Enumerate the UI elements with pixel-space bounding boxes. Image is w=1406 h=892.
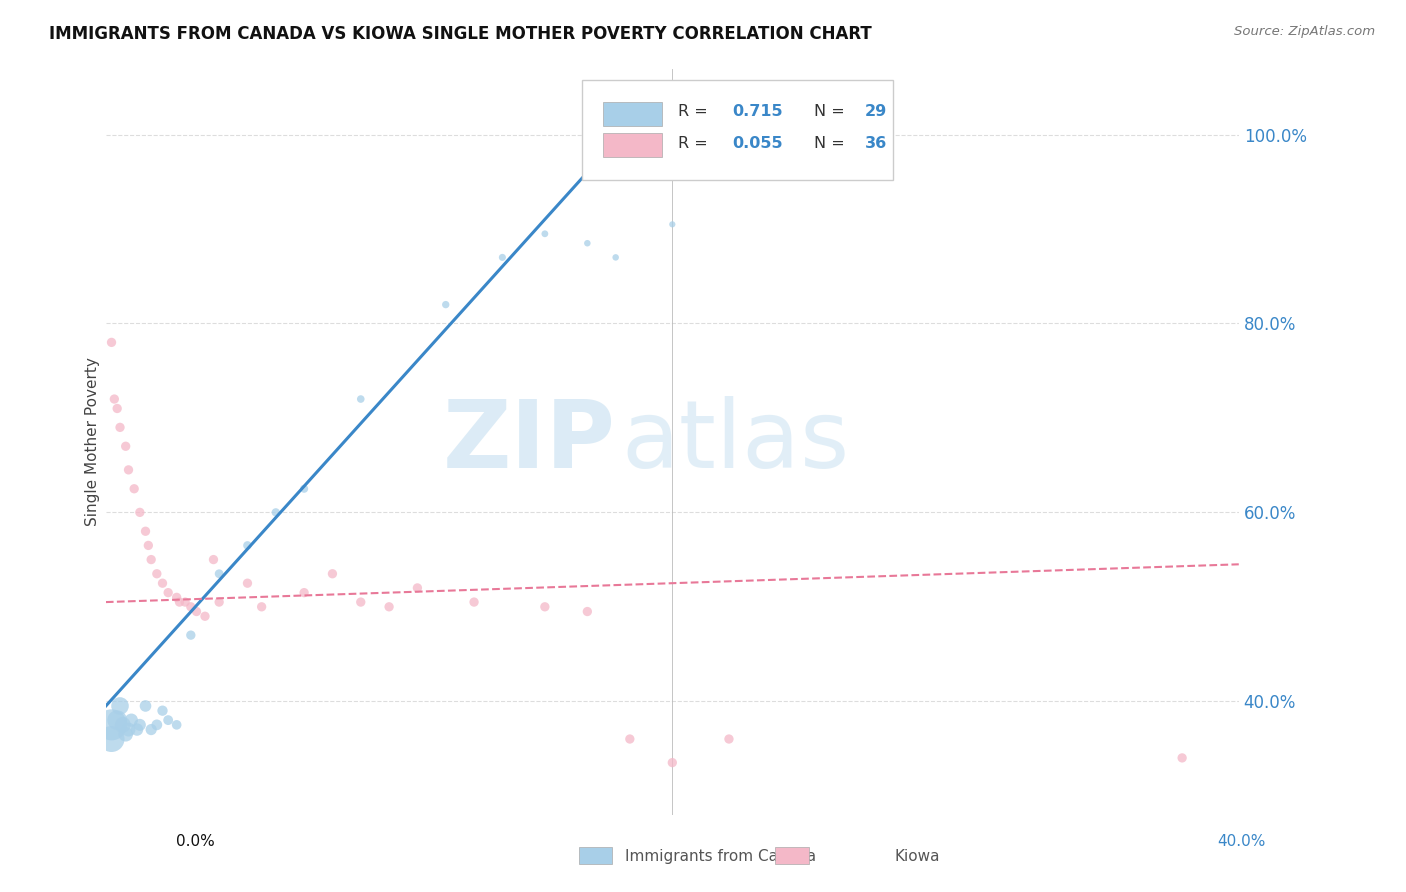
Text: 36: 36	[865, 136, 887, 151]
Point	[157, 713, 180, 727]
Point	[619, 731, 641, 746]
Point	[292, 482, 315, 496]
Point	[321, 566, 343, 581]
Point	[576, 605, 599, 619]
Point	[1171, 751, 1194, 765]
Point	[202, 552, 225, 566]
Point	[100, 731, 122, 746]
Text: Immigrants from Canada: Immigrants from Canada	[626, 849, 815, 864]
Point	[114, 727, 136, 741]
Text: ZIP: ZIP	[443, 395, 616, 488]
Point	[117, 463, 139, 477]
Point	[157, 585, 180, 599]
Point	[166, 591, 188, 605]
Point	[152, 704, 174, 718]
Text: 0.0%: 0.0%	[176, 834, 215, 849]
Point	[534, 599, 557, 614]
Point	[169, 595, 191, 609]
Text: 0.715: 0.715	[733, 104, 783, 120]
Point	[264, 505, 287, 519]
Point	[406, 581, 429, 595]
Point	[128, 718, 150, 732]
Point	[125, 723, 148, 737]
Point	[108, 420, 131, 434]
Text: Kiowa: Kiowa	[894, 849, 941, 864]
Point	[463, 595, 485, 609]
Point	[141, 723, 163, 737]
Point	[120, 713, 142, 727]
Point	[114, 439, 136, 453]
Point	[105, 401, 128, 416]
Text: 29: 29	[865, 104, 887, 120]
Text: 40.0%: 40.0%	[1218, 834, 1265, 849]
Y-axis label: Single Mother Poverty: Single Mother Poverty	[86, 357, 100, 526]
Point	[576, 236, 599, 251]
Point	[146, 718, 169, 732]
Text: N =: N =	[814, 104, 849, 120]
Point	[152, 576, 174, 591]
Point	[434, 297, 457, 311]
Point	[166, 718, 188, 732]
Point	[180, 599, 202, 614]
Point	[103, 392, 125, 406]
Point	[100, 335, 122, 350]
Point	[491, 251, 513, 265]
Point	[138, 538, 160, 552]
Text: IMMIGRANTS FROM CANADA VS KIOWA SINGLE MOTHER POVERTY CORRELATION CHART: IMMIGRANTS FROM CANADA VS KIOWA SINGLE M…	[49, 25, 872, 43]
Point	[117, 723, 139, 737]
FancyBboxPatch shape	[582, 79, 893, 180]
Point	[134, 698, 156, 713]
Point	[141, 552, 163, 566]
Text: R =: R =	[678, 104, 713, 120]
Point	[186, 605, 208, 619]
Text: R =: R =	[678, 136, 713, 151]
Point	[122, 482, 145, 496]
Text: 0.055: 0.055	[733, 136, 783, 151]
Point	[661, 218, 683, 232]
Point	[111, 718, 134, 732]
Point	[236, 576, 259, 591]
Point	[350, 392, 373, 406]
Point	[208, 566, 231, 581]
Point	[100, 718, 122, 732]
FancyBboxPatch shape	[603, 134, 662, 157]
Point	[661, 756, 683, 770]
Point	[194, 609, 217, 624]
Point	[128, 505, 150, 519]
Point	[717, 731, 740, 746]
Point	[174, 595, 197, 609]
Point	[605, 251, 627, 265]
Point	[250, 599, 273, 614]
Point	[208, 595, 231, 609]
FancyBboxPatch shape	[603, 102, 662, 126]
Text: Source: ZipAtlas.com: Source: ZipAtlas.com	[1234, 25, 1375, 38]
Point	[236, 538, 259, 552]
Text: N =: N =	[814, 136, 849, 151]
Point	[534, 227, 557, 241]
Point	[108, 698, 131, 713]
Point	[146, 566, 169, 581]
Point	[292, 585, 315, 599]
Point	[134, 524, 156, 539]
Point	[378, 599, 401, 614]
Point	[180, 628, 202, 642]
Point	[350, 595, 373, 609]
Point	[105, 713, 128, 727]
Text: atlas: atlas	[621, 395, 849, 488]
